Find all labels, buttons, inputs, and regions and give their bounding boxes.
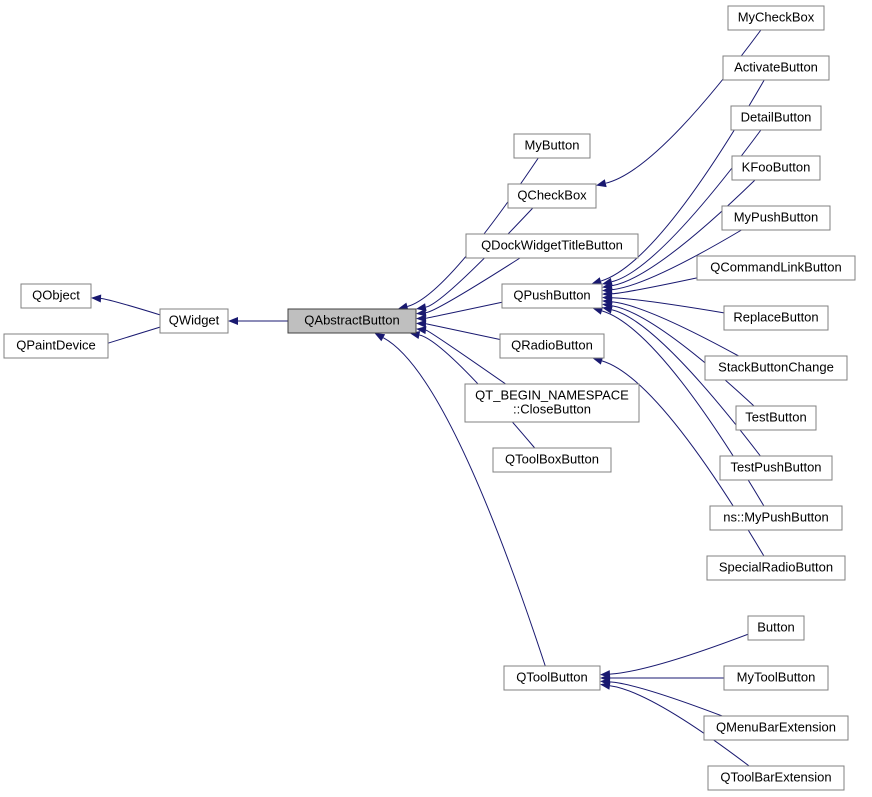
class-label: QToolButton	[516, 669, 588, 684]
class-node[interactable]: MyButton	[514, 134, 590, 158]
class-node[interactable]: ns::MyPushButton	[710, 506, 842, 530]
class-node[interactable]: ActivateButton	[723, 56, 829, 80]
class-node[interactable]: StackButtonChange	[705, 356, 847, 380]
class-label: QToolBarExtension	[720, 769, 831, 784]
class-label: DetailButton	[741, 109, 812, 124]
class-label: QT_BEGIN_NAMESPACE	[475, 387, 629, 402]
class-node[interactable]: TestButton	[736, 406, 816, 430]
class-node[interactable]: QMenuBarExtension	[704, 716, 848, 740]
inheritance-diagram: QObject QPaintDevice QWidget QAbstractButto…	[0, 0, 872, 797]
class-node[interactable]: KFooButton	[732, 156, 820, 180]
class-node[interactable]: ReplaceButton	[724, 306, 828, 330]
class-node[interactable]: MyPushButton	[722, 206, 830, 230]
inheritance-edge	[612, 278, 697, 294]
inheritance-edge	[101, 298, 160, 314]
class-label: QWidget	[169, 312, 220, 327]
class-label: QRadioButton	[511, 337, 593, 352]
class-label: QPaintDevice	[16, 337, 95, 352]
arrowhead-icon	[91, 294, 101, 302]
class-label: QAbstractButton	[304, 312, 399, 327]
inheritance-edge	[426, 302, 502, 318]
edge-layer	[91, 30, 764, 766]
class-node[interactable]: QToolBoxButton	[493, 448, 611, 472]
class-node[interactable]: SpecialRadioButton	[707, 556, 845, 580]
class-node[interactable]: QCommandLinkButton	[697, 256, 855, 280]
class-node[interactable]: DetailButton	[731, 106, 821, 130]
class-label: QCheckBox	[517, 187, 587, 202]
inheritance-edge	[612, 310, 761, 456]
inheritance-edge	[108, 327, 160, 343]
class-label: QToolBoxButton	[505, 451, 599, 466]
class-label: TestButton	[745, 409, 806, 424]
node-layer: QObject QPaintDevice QWidget QAbstractButto…	[4, 6, 855, 790]
inheritance-edge	[612, 302, 739, 356]
class-node[interactable]: QToolButton	[504, 666, 600, 690]
arrowhead-icon	[228, 317, 238, 325]
class-node[interactable]: QDockWidgetTitleButton	[466, 234, 638, 258]
class-label: MyPushButton	[734, 209, 819, 224]
class-node[interactable]: TestPushButton	[720, 456, 832, 480]
class-label: MyToolButton	[737, 669, 816, 684]
class-label: ReplaceButton	[733, 309, 818, 324]
inheritance-edge	[610, 682, 722, 716]
class-node[interactable]: MyCheckBox	[728, 6, 824, 30]
class-label: TestPushButton	[730, 459, 821, 474]
class-label: QMenuBarExtension	[716, 719, 836, 734]
class-label: ActivateButton	[734, 59, 818, 74]
class-label: SpecialRadioButton	[719, 559, 833, 574]
class-label: ::CloseButton	[513, 401, 591, 416]
class-label: Button	[757, 619, 795, 634]
class-label: ns::MyPushButton	[723, 509, 829, 524]
arrowhead-icon	[596, 179, 607, 187]
class-node[interactable]: QCheckBox	[508, 184, 596, 208]
class-label: StackButtonChange	[718, 359, 834, 374]
class-label: QPushButton	[513, 287, 590, 302]
class-node[interactable]: QObject	[21, 284, 91, 308]
class-node[interactable]: QRadioButton	[500, 334, 604, 358]
class-node[interactable]: QT_BEGIN_NAMESPACE::CloseButton	[465, 384, 639, 422]
class-node[interactable]: QWidget	[160, 309, 228, 333]
class-label: KFooButton	[742, 159, 811, 174]
class-node[interactable]: QAbstractButton	[288, 309, 416, 333]
arrowhead-icon	[374, 333, 385, 341]
class-node[interactable]: Button	[748, 616, 804, 640]
class-node[interactable]: MyToolButton	[724, 666, 828, 690]
class-node[interactable]: QToolBarExtension	[708, 766, 844, 790]
class-label: QCommandLinkButton	[710, 259, 842, 274]
arrowhead-icon	[416, 320, 426, 328]
class-label: QDockWidgetTitleButton	[481, 237, 623, 252]
class-label: MyButton	[525, 137, 580, 152]
class-label: MyCheckBox	[738, 9, 815, 24]
class-node[interactable]: QPushButton	[502, 284, 602, 308]
class-node[interactable]: QPaintDevice	[4, 334, 108, 358]
class-label: QObject	[32, 287, 80, 302]
